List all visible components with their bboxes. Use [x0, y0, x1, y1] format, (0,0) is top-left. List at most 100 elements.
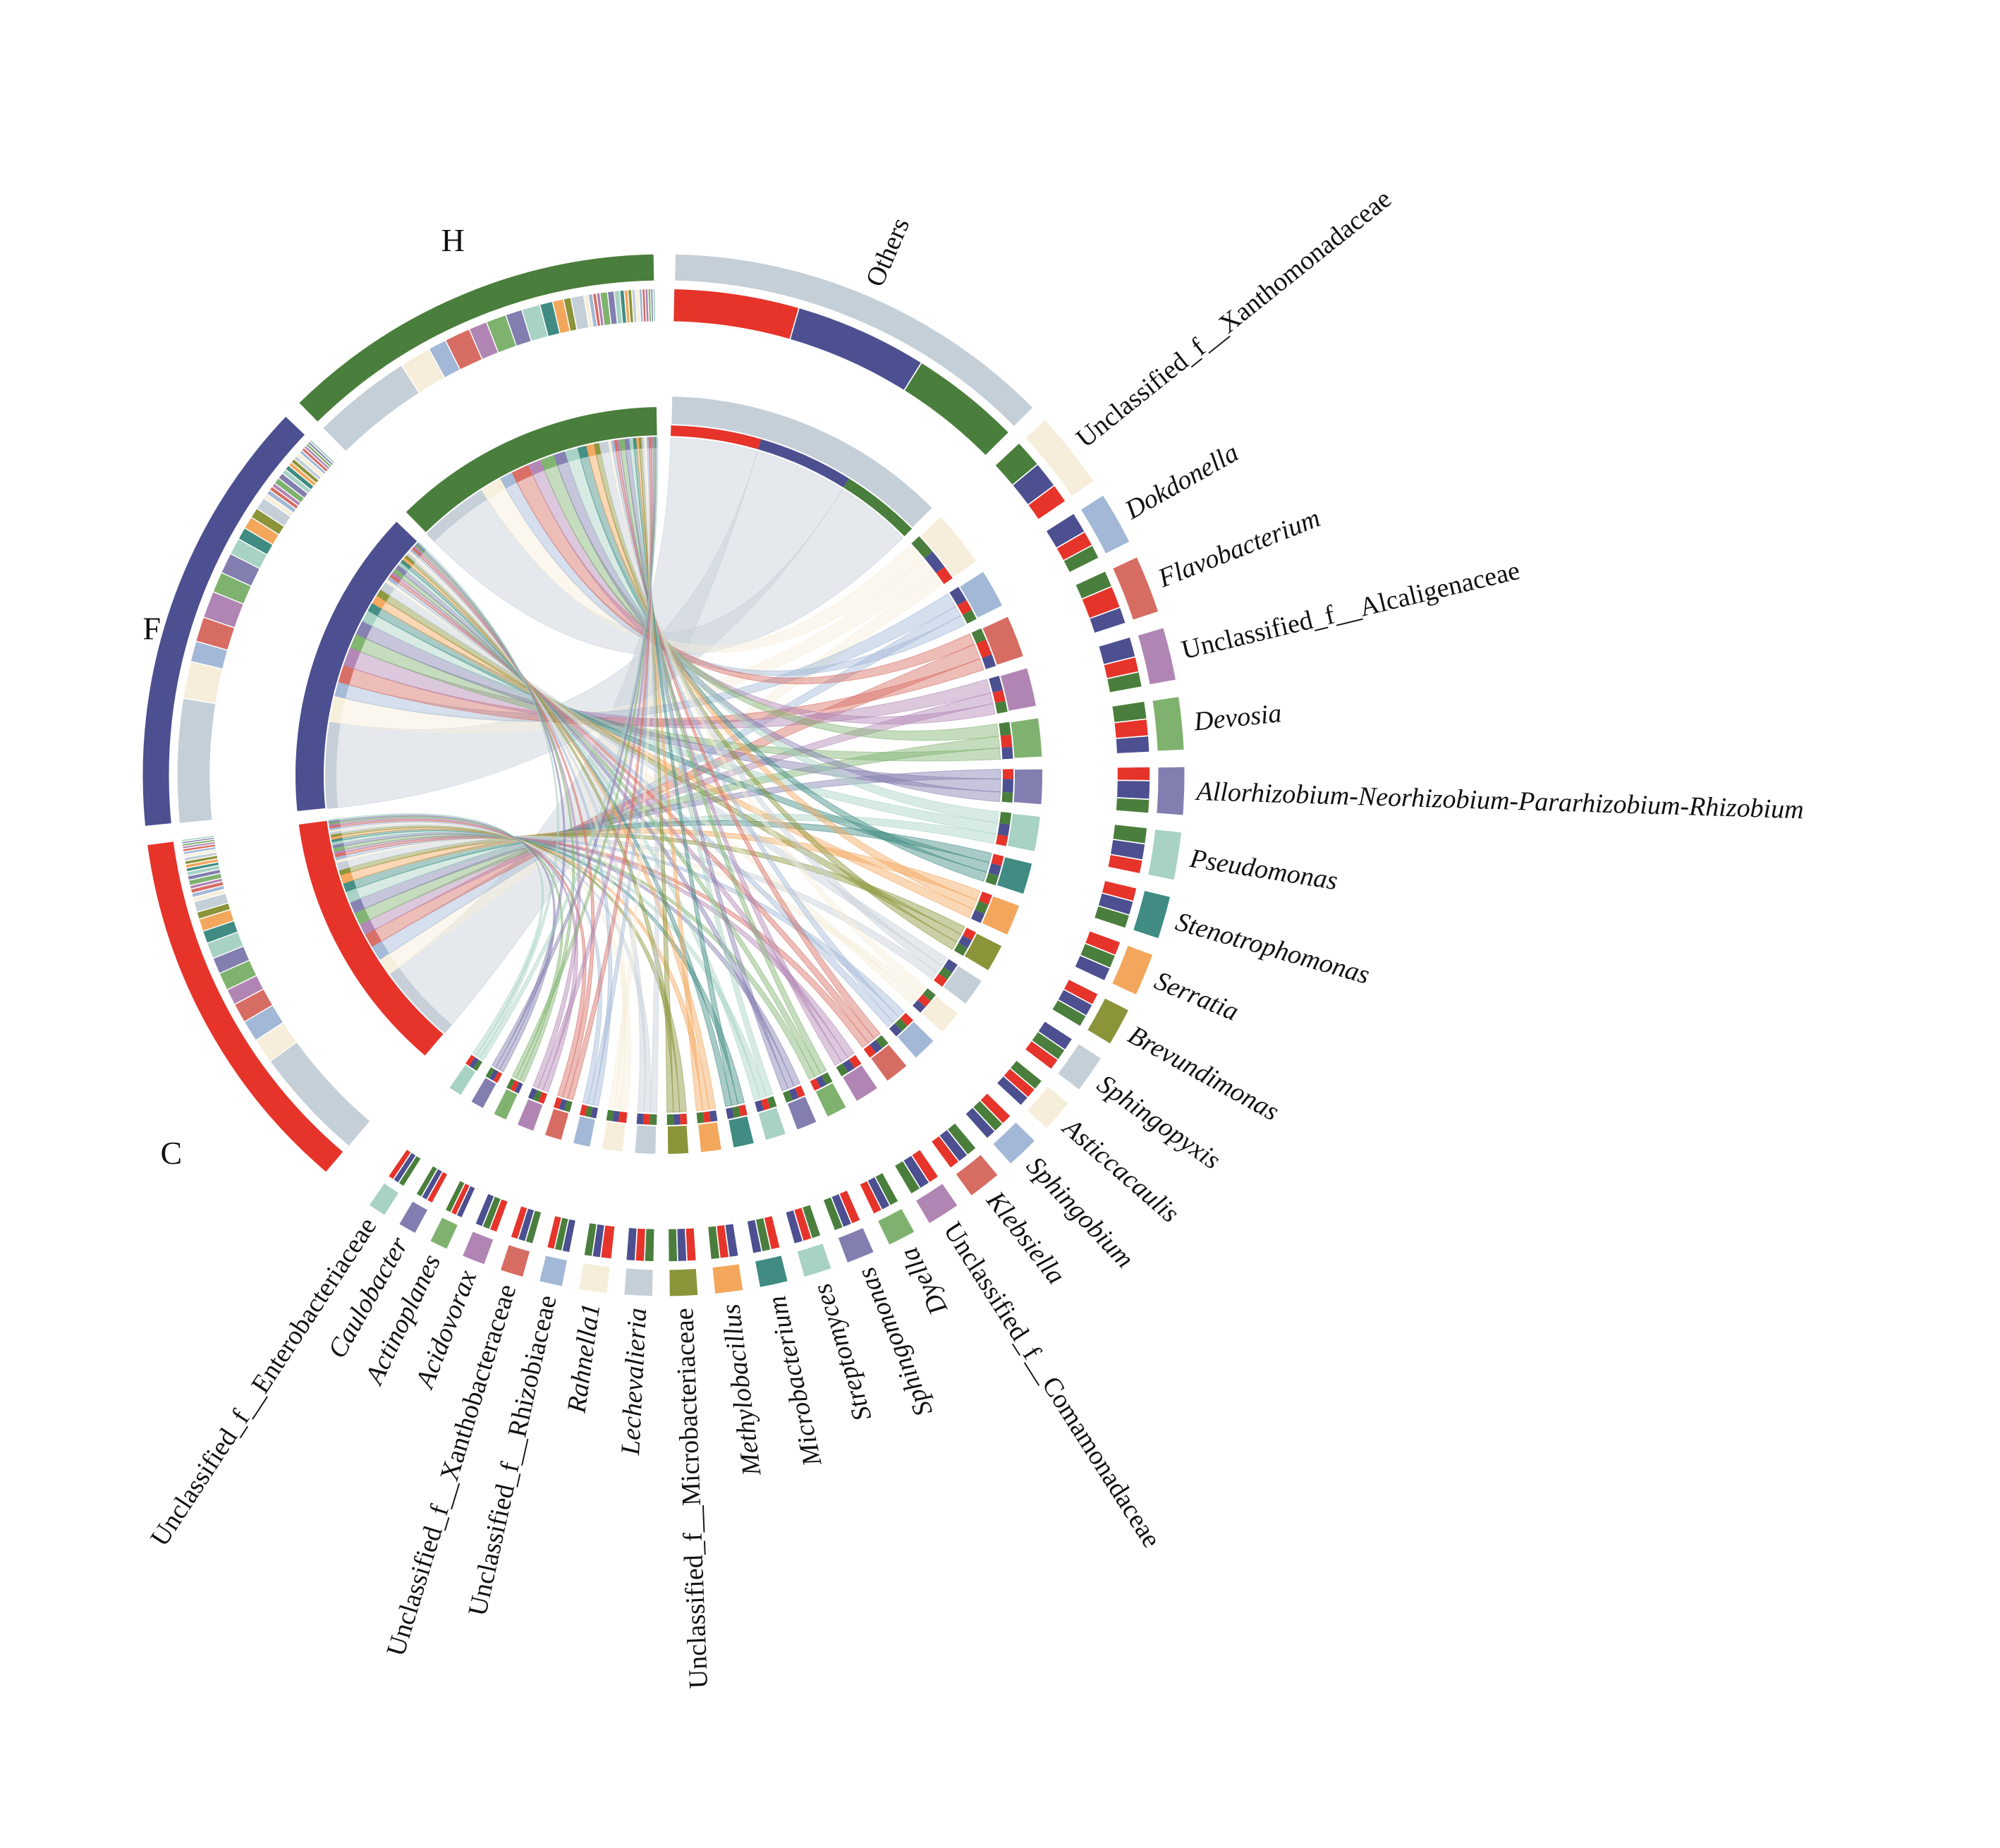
genus-root-band-Unclassified_f__Xanthobacteraceae — [543, 1107, 571, 1142]
ring1-genus-Lechevalieria — [622, 1266, 655, 1299]
genus-root-band-Unclassified_f__Comamonadaceae — [841, 1063, 879, 1103]
genus-label-Unclassified_f__Alcaligenaceae: Unclassified_f__Alcaligenaceae — [1178, 556, 1523, 665]
ribbon-Others-C — [390, 437, 758, 1033]
genus-root-mini-Unclassified_f__Enterobacteriaceae-H — [472, 1059, 482, 1072]
ring1-genus-Caulobacter — [396, 1198, 431, 1236]
genus-label-Dokdonella: Dokdonella — [1119, 438, 1243, 525]
genus-root-band-Sphingobium — [896, 1019, 936, 1060]
genus-root-mini-Unclassified_f__Comamonadaceae-C — [848, 1054, 862, 1069]
genus-root-mini-Unclassified_f__Xanthobacteraceae-F — [559, 1098, 568, 1112]
sample-root-mini-H-Devosia — [540, 454, 558, 470]
genus-root-band-Unclassified_f__Microbacteriaceae — [666, 1124, 690, 1155]
genus-root-band-Sphingopyxis — [941, 963, 984, 1006]
sample-root-mini-F-Caulobacter — [416, 542, 426, 552]
sample-root-mini-F-Asticcacaulis — [385, 579, 397, 589]
genus-root-mini-Others-H — [843, 478, 913, 537]
ring2-Sphingomonas-H — [822, 1196, 844, 1232]
genus-root-mini-Serratia-C — [978, 891, 993, 906]
sample-root-mini-C-Unclassified_f__Alcaligenaceae — [360, 919, 375, 935]
ring2-Microbacterium-F — [745, 1218, 763, 1255]
genus-root-mini-Unclassified_f__Xanthomonadaceae-C — [936, 566, 953, 585]
sample-root-mini-H-Acidovorax — [650, 437, 654, 449]
genus-root-mini-Sphingobium-H — [894, 1018, 908, 1032]
ribbons-layer — [326, 437, 1001, 1113]
ring2-Others-H — [903, 361, 1010, 457]
genus-label-Devosia: Devosia — [1192, 698, 1283, 736]
ring1-genus-Rahnella1 — [576, 1260, 612, 1296]
sample-root-mini-H-Dokdonella — [500, 473, 517, 489]
sample-root-mini-F-Lechevalieria — [406, 552, 417, 563]
genus-root-band-Dokdonella — [958, 570, 1004, 620]
genus-root-band-Allorhizobium-Neorhizobium-Pararhizobium-Rhizobium — [1012, 767, 1044, 806]
sample-root-mini-F-Brevundimonas — [377, 589, 390, 602]
ring1-genus-Unclassified_f__Enterobacteriaceae — [366, 1180, 402, 1218]
genus-root-mini-Asticcacaulis-C — [917, 994, 932, 1008]
sample-root-mini-F-Acidovorax — [413, 545, 423, 555]
ring2-Klebsiella-C — [929, 1134, 961, 1169]
ring1-genus-Unclassified_f__Xanthobacteraceae — [498, 1242, 532, 1279]
sample-root-mini-F-Unclassified_f__Comamonadaceae — [391, 571, 402, 581]
genus-root-mini-Microbacterium-C — [738, 1104, 748, 1117]
genus-root-band-Rahnella1 — [600, 1120, 627, 1154]
ring1-genus-Flavobacterium — [1110, 554, 1161, 623]
genus-root-mini-Dyella-C — [810, 1078, 822, 1092]
genus-label-Unclassified_f__Microbacteriaceae: Unclassified_f__Microbacteriaceae — [669, 1308, 714, 1689]
genus-root-mini-Sphingopyxis-H — [939, 966, 953, 980]
sample-root-mini-H-Methylobacillus — [636, 437, 640, 449]
ring2-Unclassified_f__Enterobacteriaceae-C — [387, 1148, 413, 1181]
ring2-Unclassified_f__Xanthomonadaceae-C — [1027, 484, 1067, 521]
ring2-Unclassified_f__Alcaligenaceae-H — [1106, 671, 1143, 694]
genus-root-mini-Devosia-H — [999, 722, 1012, 736]
genus-root-mini-Streptomyces-F — [755, 1100, 764, 1113]
ring1-layer — [140, 252, 1187, 1299]
genus-root-mini-Lechevalieria-C — [642, 1114, 651, 1126]
sample-root-mini-H-Sphingobium — [611, 440, 616, 452]
genus-root-mini-Actinoplanes-H — [506, 1078, 516, 1090]
ring2-Pseudomonas-C — [1106, 853, 1144, 875]
genus-root-mini-Unclassified_f__Rhizobiaceae-H — [585, 1105, 593, 1118]
genus-root-mini-Unclassified_f__Xanthobacteraceae-H — [563, 1100, 573, 1113]
genus-root-mini-Unclassified_f__Microbacteriaceae-H — [666, 1114, 674, 1126]
genus-root-mini-Acidovorax-H — [532, 1090, 542, 1103]
sample-root-mini-H-Lechevalieria — [641, 437, 645, 449]
genus-root-mini-Methylobacillus-F — [709, 1110, 718, 1123]
genus-root-band-Pseudomonas — [1006, 812, 1042, 853]
ring1-genus-Stenotrophomonas — [1130, 888, 1173, 941]
sample-root-mini-H-Pseudomonas — [565, 447, 580, 463]
sample-root-mini-C-Unclassified_f__Enterobacteriaceae — [328, 818, 340, 822]
genus-root-band-Asticcacaulis — [920, 994, 961, 1034]
sample-root-mini-C-Unclassified_f__Comamonadaceae — [334, 849, 346, 855]
genus-label-Serratia: Serratia — [1150, 966, 1243, 1027]
sample-root-mini-F-Pseudomonas — [362, 610, 378, 626]
sample-root-mini-F-Sphingobium — [387, 576, 399, 586]
genus-root-band-Sphingomonas — [786, 1095, 819, 1131]
genus-root-mini-Allorhizobium-Neorhizobium-Pararhizobium-Rhizobium-F — [1002, 779, 1014, 793]
ring2-Allorhizobium-Neorhizobium-Pararhizobium-Rhizobium-F — [1116, 779, 1151, 801]
sample-root-mini-H-Flavobacterium — [511, 465, 533, 483]
genus-root-mini-Lechevalieria-F — [636, 1113, 644, 1126]
genus-root-mini-Stenotrophomonas-F — [988, 863, 1002, 877]
chord-root-layer — [294, 395, 1044, 1155]
ring1-genus-Serratia — [1109, 943, 1156, 997]
sample-root-mini-C-Serratia — [340, 872, 354, 884]
ring2-Lechevalieria-F — [625, 1227, 638, 1262]
genus-root-mini-Caulobacter-F — [489, 1069, 499, 1082]
sample-root-mini-C-Klebsiella — [334, 851, 346, 858]
sample-root-mini-H-Unclassified_f__Microbacteriaceae — [638, 437, 642, 449]
genus-root-mini-Dyella-F — [815, 1075, 827, 1089]
ring1-genus-Methylobacillus — [710, 1261, 745, 1296]
sample-root-mini-H-Unclassified_f__Comamonadaceae — [616, 439, 621, 451]
genus-root-mini-Streptomyces-C — [760, 1098, 771, 1112]
genus-root-mini-Rahnella1-C — [618, 1111, 628, 1124]
ring2-Brevundimonas-H — [1051, 999, 1087, 1028]
genus-label-Pseudomonas: Pseudomonas — [1188, 844, 1340, 896]
genus-root-mini-Sphingomonas-H — [783, 1090, 793, 1104]
genus-root-mini-Unclassified_f__Comamonadaceae-F — [842, 1059, 855, 1074]
ring2-Acidovorax-F — [474, 1192, 496, 1228]
genus-root-mini-Sphingomonas-C — [795, 1085, 806, 1099]
genus-root-mini-Streptomyces-H — [767, 1096, 777, 1110]
sample-root-mini-H-Caulobacter — [654, 437, 657, 449]
genus-root-mini-Brevundimonas-C — [963, 928, 977, 941]
ring1-sample-C — [145, 839, 346, 1175]
